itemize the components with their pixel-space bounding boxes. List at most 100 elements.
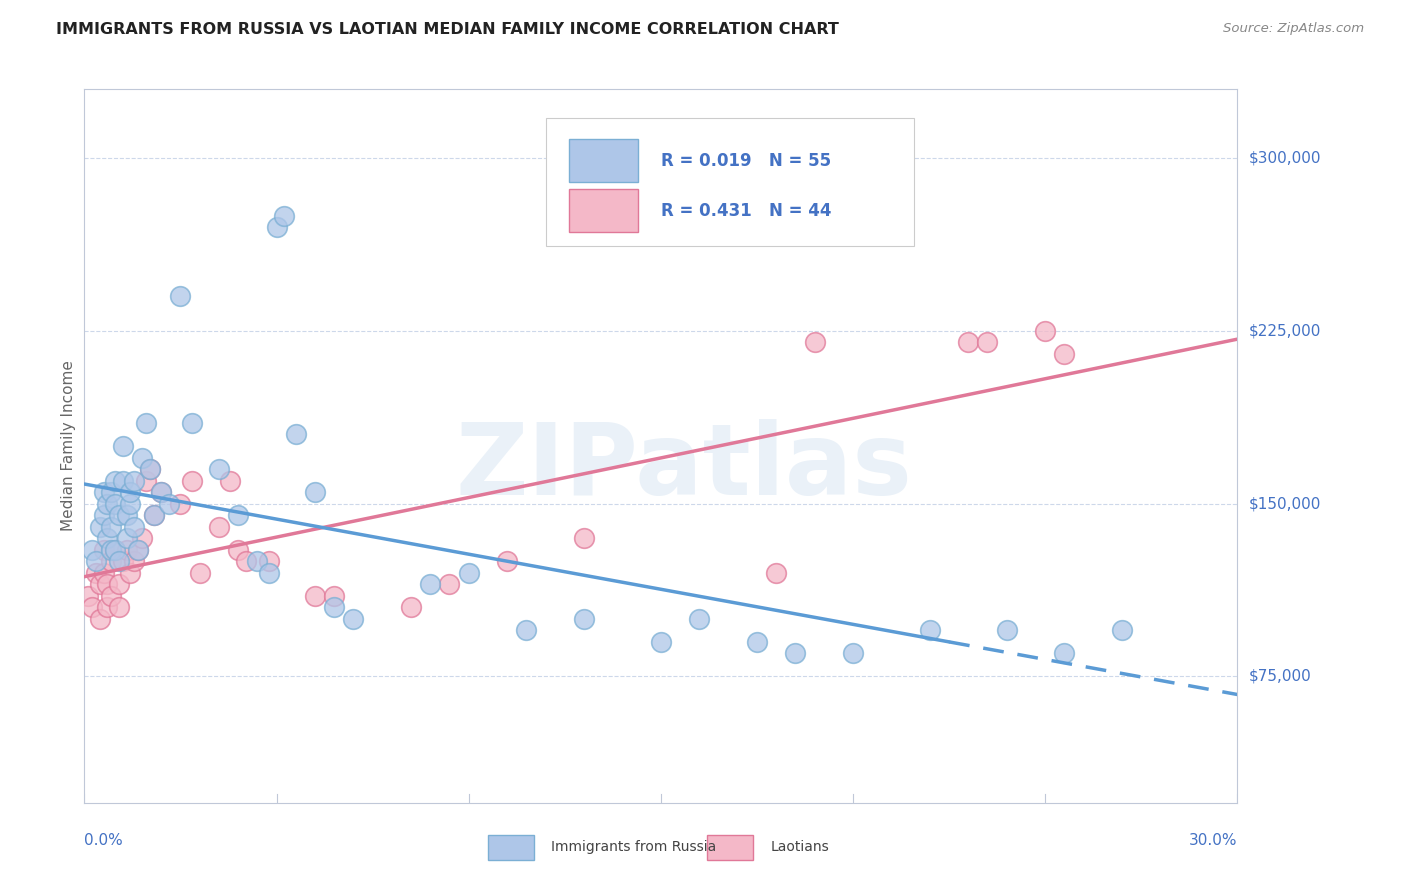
Point [273,209,295,223]
Point [323,589,346,603]
Text: R = 0.019   N = 55: R = 0.019 N = 55 [661,152,831,169]
Point [108,508,131,522]
Point [135,416,157,430]
Point [104,474,127,488]
Point [80,600,103,615]
Point [108,577,131,591]
Point [96,577,118,591]
Point [127,542,149,557]
FancyBboxPatch shape [568,189,638,232]
Point [208,462,231,476]
Point [169,497,191,511]
Point [515,623,537,637]
Point [120,497,142,511]
Point [142,508,165,522]
Point [226,542,249,557]
Point [100,589,122,603]
Point [1053,646,1076,660]
Text: R = 0.431   N = 44: R = 0.431 N = 44 [661,202,831,219]
Point [803,335,825,350]
Point [150,485,173,500]
Point [150,485,173,500]
Point [131,531,153,545]
Point [304,589,326,603]
Point [246,554,269,568]
Point [100,519,122,533]
Text: Laotians: Laotians [770,840,830,854]
Point [765,566,787,580]
Point [1111,623,1133,637]
Text: 30.0%: 30.0% [1189,833,1237,848]
Point [115,508,138,522]
Point [93,485,115,500]
FancyBboxPatch shape [707,835,754,860]
Point [257,554,280,568]
Text: $150,000: $150,000 [1249,496,1320,511]
Point [124,519,146,533]
Point [111,439,134,453]
FancyBboxPatch shape [488,835,534,860]
Point [100,485,122,500]
Point [84,566,107,580]
Text: 0.0%: 0.0% [84,833,124,848]
Point [100,542,122,557]
Point [142,508,165,522]
Point [785,646,807,660]
Point [572,612,595,626]
Point [257,566,280,580]
Point [115,531,138,545]
Point [266,220,288,235]
Point [169,289,191,303]
Point [89,519,111,533]
Point [181,416,204,430]
Point [93,508,115,522]
Point [457,566,479,580]
Point [323,600,346,615]
Point [124,474,146,488]
Point [957,335,980,350]
Point [226,508,249,522]
Text: $225,000: $225,000 [1249,324,1320,338]
Point [572,531,595,545]
Point [235,554,257,568]
Point [219,474,242,488]
Point [496,554,519,568]
Point [138,462,160,476]
Point [104,497,127,511]
Point [111,554,134,568]
Point [688,612,710,626]
FancyBboxPatch shape [546,118,914,246]
Point [304,485,326,500]
Point [135,474,157,488]
Point [120,566,142,580]
Point [96,497,118,511]
Point [439,577,461,591]
Point [1033,324,1056,338]
Point [111,474,134,488]
Point [284,427,307,442]
Point [89,612,111,626]
Point [80,542,103,557]
Point [96,531,118,545]
Point [127,542,149,557]
Text: $300,000: $300,000 [1249,151,1320,166]
Point [100,554,122,568]
Text: Source: ZipAtlas.com: Source: ZipAtlas.com [1223,22,1364,36]
Point [138,462,160,476]
Point [208,519,231,533]
Point [342,612,364,626]
Point [399,600,422,615]
Point [745,634,768,648]
Text: IMMIGRANTS FROM RUSSIA VS LAOTIAN MEDIAN FAMILY INCOME CORRELATION CHART: IMMIGRANTS FROM RUSSIA VS LAOTIAN MEDIAN… [56,22,839,37]
Point [650,634,672,648]
Point [181,474,204,488]
Point [918,623,941,637]
Point [131,450,153,465]
Text: Immigrants from Russia: Immigrants from Russia [551,840,717,854]
Point [976,335,998,350]
Point [96,600,118,615]
Y-axis label: Median Family Income: Median Family Income [60,360,76,532]
Point [842,646,865,660]
Point [104,542,127,557]
Point [115,542,138,557]
